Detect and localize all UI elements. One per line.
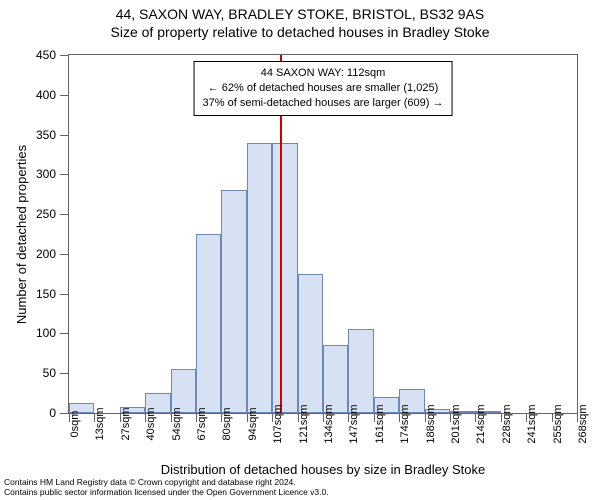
histogram-bar [323,345,348,413]
histogram-bar [374,397,399,413]
y-tick [60,135,68,136]
histogram-bar [399,389,424,413]
plot-area: 050100150200250300350400450 0sqm13sqm27s… [68,54,578,414]
x-tick [348,414,349,422]
x-tick [552,414,553,422]
callout-line-3: 37% of semi-detached houses are larger (… [203,96,444,111]
x-tick [247,414,248,422]
x-tick [94,414,95,422]
x-tick [450,414,451,422]
histogram-bar [475,411,500,413]
x-tick [272,414,273,422]
y-tick-label: 100 [36,326,56,340]
histogram-bar [69,403,94,413]
y-tick [60,254,68,255]
x-tick [196,414,197,422]
attribution-footer: Contains HM Land Registry data © Crown c… [4,478,329,498]
y-tick-label: 400 [36,88,56,102]
x-tick [69,414,70,422]
histogram-bar [120,407,145,413]
x-tick [577,414,578,422]
y-tick [60,214,68,215]
histogram-bar [425,409,450,413]
histogram-bar [450,411,475,413]
histogram-bar [272,143,297,413]
y-tick-label: 200 [36,247,56,261]
footer-line-2: Contains public sector information licen… [4,488,329,498]
x-tick [526,414,527,422]
histogram-bar [247,143,272,413]
histogram-bar [298,274,323,413]
x-tick [399,414,400,422]
y-tick-label: 0 [49,406,56,420]
y-tick [60,95,68,96]
y-tick [60,174,68,175]
histogram-bar [196,234,221,413]
x-tick [323,414,324,422]
x-tick [501,414,502,422]
x-tick-label: 0sqm [69,411,81,438]
histogram-bar [145,393,170,413]
x-tick [425,414,426,422]
y-tick-label: 350 [36,128,56,142]
y-tick [60,55,68,56]
y-tick-label: 50 [43,366,56,380]
y-tick-label: 450 [36,48,56,62]
x-tick [145,414,146,422]
y-tick-label: 300 [36,167,56,181]
callout-box: 44 SAXON WAY: 112sqm ← 62% of detached h… [194,61,453,116]
x-tick [374,414,375,422]
chart-container: 44, SAXON WAY, BRADLEY STOKE, BRISTOL, B… [0,0,600,500]
chart-title-block: 44, SAXON WAY, BRADLEY STOKE, BRISTOL, B… [0,0,600,41]
x-tick [221,414,222,422]
callout-line-1: 44 SAXON WAY: 112sqm [203,66,444,81]
x-axis-label: Distribution of detached houses by size … [68,462,578,477]
x-tick [171,414,172,422]
y-tick [60,294,68,295]
y-tick [60,373,68,374]
x-tick-label: 268sqm [577,404,589,443]
x-tick [298,414,299,422]
y-tick-label: 150 [36,287,56,301]
x-tick [475,414,476,422]
title-address: 44, SAXON WAY, BRADLEY STOKE, BRISTOL, B… [0,6,600,24]
y-tick [60,413,68,414]
histogram-bar [348,329,373,413]
y-tick-label: 250 [36,207,56,221]
histogram-bar [221,190,246,413]
y-tick [60,333,68,334]
x-tick [120,414,121,422]
callout-line-2: ← 62% of detached houses are smaller (1,… [203,81,444,96]
y-axis-label: Number of detached properties [14,54,30,414]
histogram-bar [171,369,196,413]
title-subtitle: Size of property relative to detached ho… [0,24,600,42]
